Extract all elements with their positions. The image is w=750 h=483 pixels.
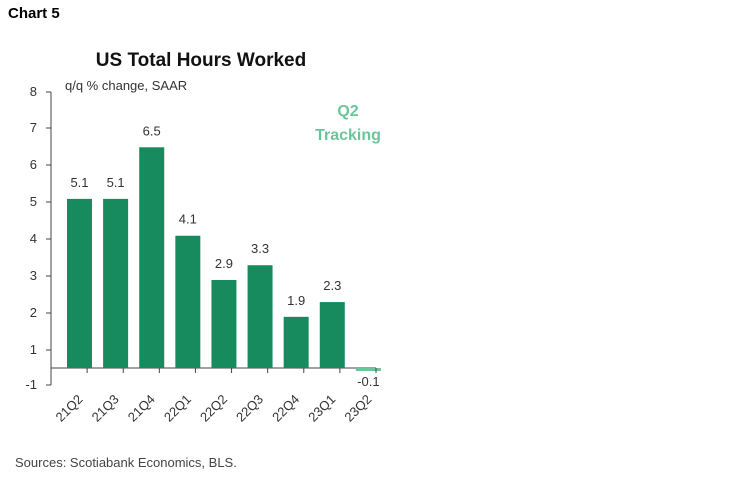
bar [103,198,129,368]
data-label: 2.9 [215,256,233,271]
category-label: 22Q3 [233,392,266,425]
bar [139,147,165,368]
annotation-line-2: Tracking [315,127,381,144]
bars [67,147,381,371]
category-label: 21Q4 [125,392,158,425]
category-label: 22Q1 [161,392,194,425]
tracking-annotation: Q2 Tracking [315,103,381,144]
category-label: 23Q2 [341,392,374,425]
bar [247,265,273,368]
data-label: 6.5 [143,123,161,138]
source-note: Sources: Scotiabank Economics, BLS. [15,455,237,470]
y-tick-label: 3 [30,268,37,283]
data-label: 2.3 [323,278,341,293]
category-label: 23Q1 [305,392,338,425]
category-labels: 21Q2 21Q3 21Q4 22Q1 22Q2 22Q3 22Q4 23Q1 23Q2 [53,368,377,425]
y-tick-label: 6 [30,157,37,172]
category-label: 22Q4 [269,392,302,425]
annotation-line-1: Q2 [337,103,358,120]
data-label: 4.1 [179,212,197,227]
y-tick-label: 7 [30,120,37,135]
data-labels: 5.1 5.1 6.5 4.1 2.9 3.3 1.9 2.3 -0.1 [70,123,379,389]
y-tick-label: 8 [30,84,37,99]
data-label: 5.1 [107,175,125,190]
data-label: -0.1 [357,374,379,389]
chart-title: US Total Hours Worked [96,50,306,71]
chart-label: Chart 5 [8,5,60,22]
category-label: 22Q2 [197,392,230,425]
bar [211,279,237,368]
bar [67,198,92,368]
y-tick-label: 2 [30,305,37,320]
y-tick-label: 5 [30,194,37,209]
data-label: 3.3 [251,241,269,256]
y-axis-unit-label: q/q % change, SAAR [65,78,187,93]
category-label: 21Q2 [53,392,86,425]
y-axis-ticks: -1 1 2 3 4 5 6 7 8 [25,84,51,392]
y-tick-label: 4 [30,231,37,246]
bar [175,235,201,368]
bar [355,368,381,371]
category-label: 21Q3 [89,392,122,425]
y-tick-label: -1 [25,377,37,392]
bar [283,316,309,368]
bar [319,302,345,368]
data-label: 5.1 [70,175,88,190]
y-tick-label: 1 [30,342,37,357]
data-label: 1.9 [287,293,305,308]
